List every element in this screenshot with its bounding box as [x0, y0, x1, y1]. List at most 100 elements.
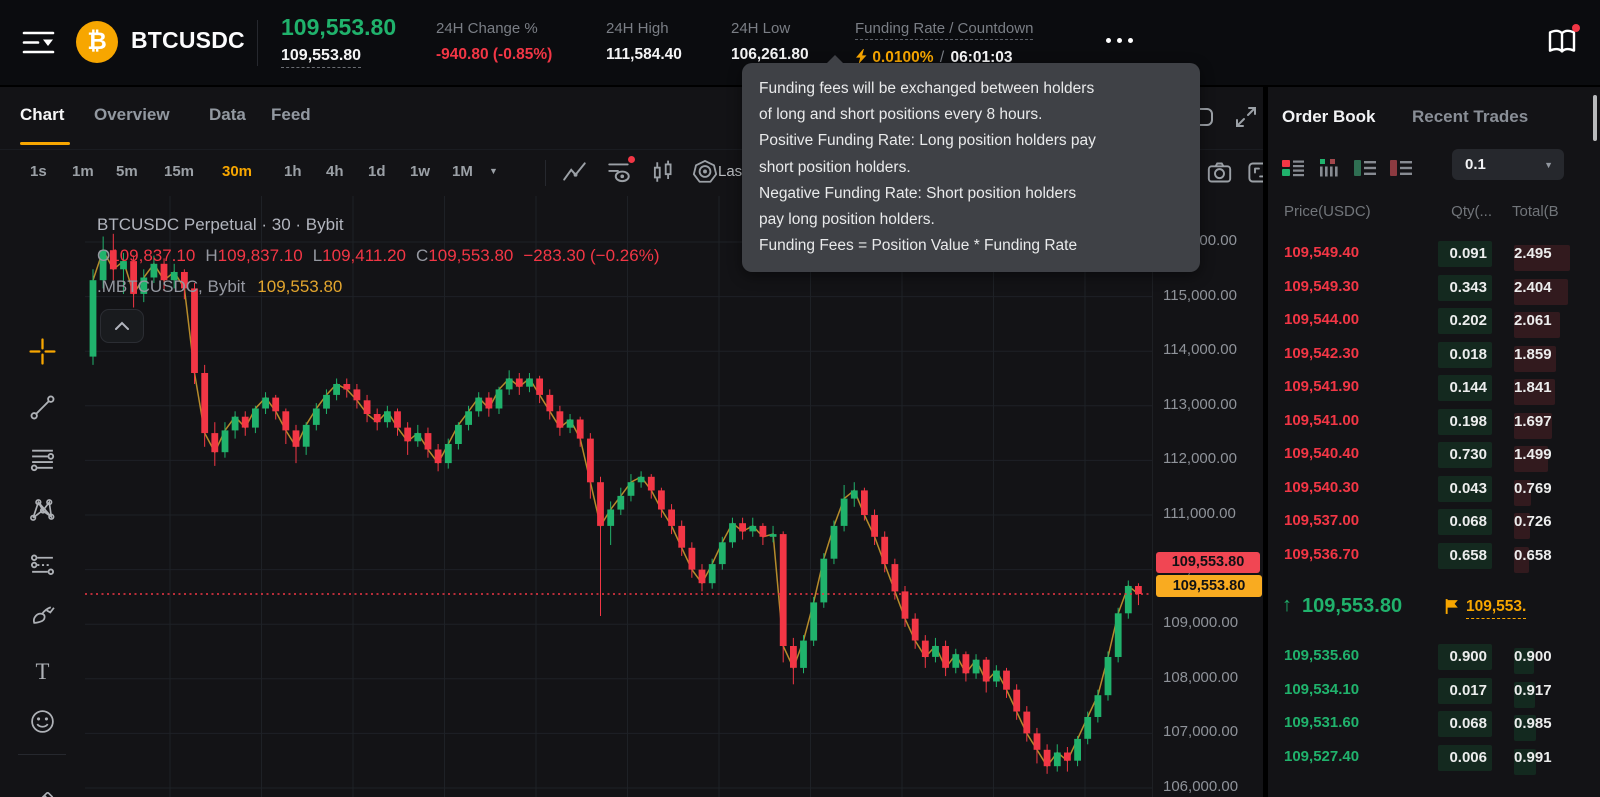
flagged-price[interactable]: 109,553.	[1466, 598, 1527, 619]
total-cell: 1.697	[1510, 409, 1596, 439]
bids-list: 109,535.60 0.900 0.900 109,534.10 0.017 0.917…	[1268, 640, 1600, 775]
stat-funding-rate[interactable]: Funding Rate / Countdown 0.0100% / 06:01…	[855, 20, 1034, 66]
timeframe-dropdown-icon[interactable]: ▼	[489, 166, 498, 176]
symbol-title[interactable]: BTCUSDC	[131, 27, 245, 53]
xabcd-pattern-tool-icon[interactable]	[29, 496, 56, 528]
qty-cell: 0.006	[1438, 744, 1492, 771]
tab-data[interactable]: Data	[209, 105, 246, 124]
bid-row[interactable]: 109,531.60 0.068 0.985	[1268, 707, 1600, 741]
ask-row[interactable]: 109,542.30 0.018 1.859	[1268, 338, 1600, 372]
asks-list: 109,549.40 0.091 2.495 109,549.30 0.343 2.404…	[1268, 237, 1600, 573]
timeframe-1m[interactable]: 1m	[72, 163, 94, 180]
book-bids-only-icon[interactable]	[1354, 159, 1376, 177]
depth-bar	[1514, 446, 1548, 472]
timeframe-1s[interactable]: 1s	[30, 163, 47, 180]
total-cell: 0.991	[1510, 745, 1596, 775]
timeframe-30m[interactable]: 30m	[222, 163, 253, 180]
price-axis[interactable]: 109,553.80 109,553.80 116,000.00115,000.…	[1152, 196, 1263, 797]
precision-dropdown[interactable]: 0.1 ▼	[1452, 149, 1564, 180]
mark-price[interactable]: 109,553.80	[281, 47, 362, 68]
menu-icon[interactable]	[22, 29, 56, 61]
tab-overview[interactable]: Overview	[94, 105, 170, 124]
ask-row[interactable]: 109,540.30 0.043 0.769	[1268, 472, 1600, 506]
timeframe-5m[interactable]: 5m	[116, 163, 138, 180]
trendline-tool-icon[interactable]	[29, 394, 56, 426]
last-price-type-label[interactable]: Last	[718, 163, 747, 180]
chart-legend-indicator[interactable]: .MBTCUSDC, Bybit 109,553.80	[97, 277, 343, 296]
qty-cell: 0.900	[1438, 644, 1492, 670]
tab-chart[interactable]: Chart	[20, 105, 65, 124]
crosshair-tool-icon[interactable]	[29, 338, 56, 370]
timeframe-4h[interactable]: 4h	[326, 163, 344, 180]
qty-cell: 0.068	[1438, 711, 1492, 737]
fullscreen-icon[interactable]	[1246, 159, 1263, 191]
price-cell: 109,531.60	[1284, 714, 1360, 731]
price-cell: 109,549.40	[1284, 244, 1360, 261]
timeframe-1d[interactable]: 1d	[368, 163, 386, 180]
timeframe-15m[interactable]: 15m	[164, 163, 195, 180]
ask-row[interactable]: 109,537.00 0.068 0.726	[1268, 505, 1600, 539]
timeframe-1h[interactable]: 1h	[284, 163, 302, 180]
price-axis-label: 112,000.00	[1163, 450, 1237, 468]
bid-row[interactable]: 109,535.60 0.900 0.900	[1268, 640, 1600, 674]
price-up-arrow-icon: ↑	[1282, 594, 1292, 616]
mark-price-axis-label: 109,553.80	[1156, 574, 1262, 597]
book-columns-icon[interactable]	[1318, 159, 1340, 177]
legend-collapse-button[interactable]	[100, 309, 144, 343]
chart-area[interactable]	[85, 196, 1177, 797]
more-icon[interactable]	[1106, 38, 1133, 43]
long-position-tool-icon[interactable]	[29, 551, 56, 583]
camera-icon[interactable]	[1206, 159, 1233, 191]
total-cell: 0.658	[1510, 543, 1596, 573]
tab-order-book[interactable]: Order Book	[1282, 107, 1376, 126]
ask-row[interactable]: 109,536.70 0.658 0.658	[1268, 539, 1600, 573]
bid-row[interactable]: 109,534.10 0.017 0.917	[1268, 674, 1600, 708]
chevron-down-icon: ▼	[1544, 159, 1553, 170]
depth-bar	[1514, 715, 1536, 741]
line-chart-style-icon[interactable]	[562, 159, 588, 190]
price-cell: 109,541.00	[1284, 411, 1360, 429]
tab-recent-trades[interactable]: Recent Trades	[1412, 107, 1529, 126]
stat-24h-high: 24H High 111,584.40	[606, 20, 682, 63]
depth-bar	[1514, 345, 1556, 372]
ask-row[interactable]: 109,541.90 0.144 1.841	[1268, 371, 1600, 405]
timeframe-toolbar: 1s 1m 5m 15m 30m 1h 4h 1d 1w 1M ▼ Last	[0, 150, 1263, 196]
timeframe-1M[interactable]: 1M	[452, 163, 473, 180]
drawing-toolbar: T	[0, 196, 85, 797]
ask-row[interactable]: 109,549.30 0.343 2.404	[1268, 271, 1600, 305]
ask-row[interactable]: 109,541.00 0.198 1.697	[1268, 405, 1600, 439]
chart-settings-icon[interactable]	[692, 159, 718, 190]
expand-icon[interactable]	[1234, 105, 1258, 134]
mid-price-row[interactable]: ↑ 109,553.80 109,553.	[1268, 584, 1600, 634]
candle-style-icon[interactable]	[650, 159, 676, 190]
depth-bar	[1514, 379, 1555, 405]
btc-logo-icon: ₿	[76, 21, 118, 63]
total-cell: 1.841	[1510, 375, 1596, 405]
last-price: 109,553.80	[281, 14, 397, 40]
qty-cell: 0.068	[1438, 509, 1492, 535]
book-combined-icon[interactable]	[1282, 159, 1304, 177]
text-tool-icon[interactable]: T	[29, 658, 56, 690]
book-asks-only-icon[interactable]	[1390, 159, 1412, 177]
indicators-icon[interactable]	[606, 156, 635, 190]
tab-feed[interactable]: Feed	[271, 105, 311, 124]
ask-row[interactable]: 109,544.00 0.202 2.061	[1268, 304, 1600, 338]
emoji-tool-icon[interactable]	[29, 708, 56, 740]
price-cell: 109,535.60	[1284, 647, 1360, 664]
timeframe-1w[interactable]: 1w	[410, 163, 431, 180]
horizontal-lines-tool-icon[interactable]	[29, 446, 56, 478]
flag-icon[interactable]	[1444, 598, 1461, 620]
tooltip-text-line: Negative Funding Rate: Short position ho…	[759, 184, 1077, 202]
stat-24h-change: 24H Change % -940.80 (-0.85%)	[436, 20, 553, 63]
price-axis-label: 111,000.00	[1163, 505, 1236, 522]
panel-scrollbar[interactable]	[1593, 95, 1597, 141]
price-axis-label: 109,000.00	[1163, 614, 1239, 632]
qty-cell: 0.018	[1438, 341, 1492, 368]
brush-tool-icon[interactable]	[29, 601, 56, 633]
bid-row[interactable]: 109,527.40 0.006 0.991	[1268, 741, 1600, 775]
orderbook-guide-icon[interactable]	[1546, 25, 1578, 62]
chart-legend-symbol[interactable]: BTCUSDC Perpetual · 30 · Bybit	[97, 215, 344, 234]
ask-row[interactable]: 109,540.40 0.730 1.499	[1268, 438, 1600, 472]
ruler-tool-icon[interactable]	[29, 789, 56, 797]
ask-row[interactable]: 109,549.40 0.091 2.495	[1268, 237, 1600, 271]
